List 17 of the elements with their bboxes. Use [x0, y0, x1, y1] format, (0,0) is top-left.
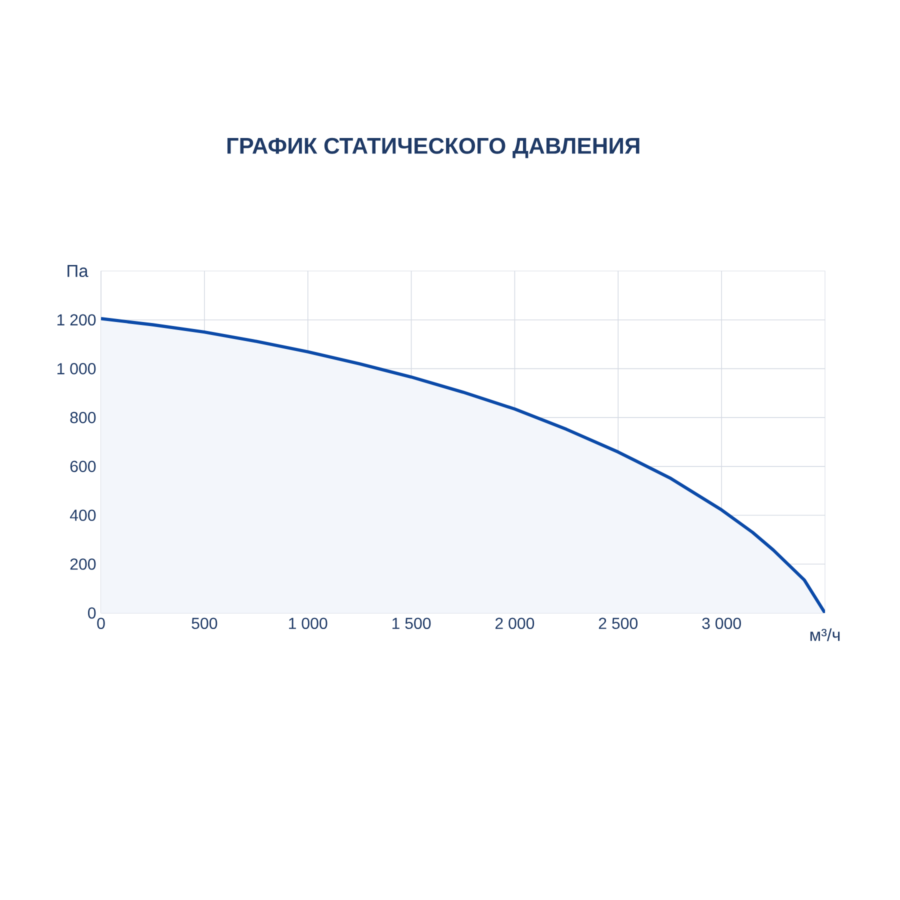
x-tick-label: 500	[192, 618, 218, 630]
y-tick-label: 1 200	[57, 314, 96, 326]
y-tick-label: 1 000	[57, 363, 96, 374]
y-tick-label: 800	[70, 412, 96, 424]
x-tick-label: 1 500	[392, 618, 431, 630]
y-tick-label: 600	[70, 460, 96, 472]
x-tick-label: 0	[97, 618, 105, 630]
y-tick-label: 0	[88, 607, 96, 619]
y-tick-label: 200	[70, 558, 96, 570]
x-tick-label: 1 000	[289, 618, 328, 630]
y-tick-label: 400	[70, 510, 96, 521]
y-axis-title: Па	[68, 264, 88, 278]
x-tick-label: 2 500	[598, 618, 638, 630]
x-tick-label: 3 000	[702, 618, 741, 630]
x-axis-title: м³/ч	[810, 628, 840, 642]
x-tick-label: 2 000	[495, 618, 534, 630]
chart-title: ГРАФИК СТАТИЧЕСКОГО ДАВЛЕНИЯ	[227, 138, 640, 158]
